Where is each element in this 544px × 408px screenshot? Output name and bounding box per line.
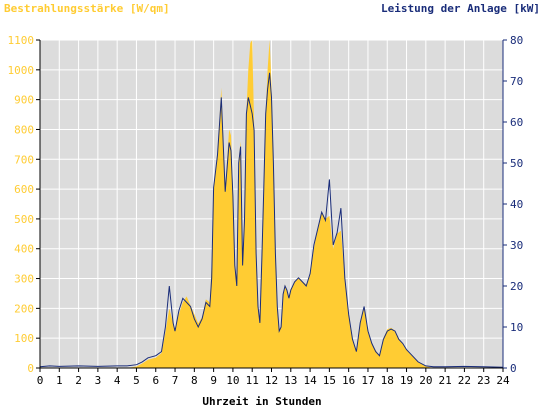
- left-tick-label: 1000: [8, 64, 35, 77]
- x-tick-label: 2: [75, 374, 82, 387]
- x-tick-label: 3: [95, 374, 102, 387]
- right-tick-label: 50: [510, 157, 523, 170]
- x-tick-label: 10: [226, 374, 239, 387]
- right-tick-label: 40: [510, 198, 523, 211]
- irradiance-area: [40, 40, 503, 368]
- right-tick-label: 60: [510, 116, 523, 129]
- left-tick-label: 1100: [8, 34, 35, 47]
- left-tick-label: 300: [14, 273, 34, 286]
- left-tick-label: 900: [14, 94, 34, 107]
- x-tick-label: 20: [419, 374, 432, 387]
- power-line: [39, 72, 504, 368]
- x-tick-label: 15: [323, 374, 336, 387]
- left-tick-label: 0: [27, 362, 34, 375]
- x-tick-label: 22: [458, 374, 471, 387]
- x-tick-label: 0: [37, 374, 44, 387]
- left-axis-title: Bestrahlungsstärke [W/qm]: [4, 2, 170, 15]
- left-tick-label: 100: [14, 332, 34, 345]
- left-tick-label: 200: [14, 302, 34, 315]
- x-axis-ticks: 0 1 2 3 4 5 6 7 8 9 10 11 12 13 14 15 16 17 18 19 20 21 22 23 24: [37, 368, 510, 387]
- right-axis-ticks: 0 10 20 30 40 50 60 70 80: [503, 34, 523, 375]
- x-tick-label: 8: [191, 374, 198, 387]
- left-tick-label: 400: [14, 243, 34, 256]
- left-tick-label: 600: [14, 183, 34, 196]
- x-tick-label: 24: [496, 374, 510, 387]
- x-tick-label: 18: [381, 374, 394, 387]
- x-tick-label: 9: [210, 374, 217, 387]
- right-axis-title: Leistung der Anlage [kW]: [381, 2, 540, 15]
- right-tick-label: 80: [510, 34, 523, 47]
- right-tick-label: 70: [510, 75, 523, 88]
- x-tick-label: 17: [361, 374, 374, 387]
- x-tick-label: 12: [265, 374, 278, 387]
- x-tick-label: 11: [246, 374, 259, 387]
- left-tick-label: 500: [14, 213, 34, 226]
- x-tick-label: 6: [152, 374, 159, 387]
- x-tick-label: 1: [56, 374, 63, 387]
- right-tick-label: 0: [510, 362, 517, 375]
- x-tick-label: 23: [477, 374, 490, 387]
- x-tick-label: 7: [172, 374, 179, 387]
- right-tick-label: 20: [510, 280, 523, 293]
- x-tick-label: 13: [284, 374, 297, 387]
- x-tick-label: 16: [342, 374, 355, 387]
- x-tick-label: 19: [400, 374, 413, 387]
- x-tick-label: 21: [439, 374, 452, 387]
- x-tick-label: 14: [303, 374, 317, 387]
- left-tick-label: 700: [14, 153, 34, 166]
- x-tick-label: 4: [114, 374, 121, 387]
- x-axis-label: Uhrzeit in Stunden: [202, 395, 321, 408]
- x-tick-label: 5: [133, 374, 140, 387]
- left-tick-label: 800: [14, 123, 34, 136]
- right-tick-label: 30: [510, 239, 523, 252]
- right-tick-label: 10: [510, 321, 523, 334]
- left-axis-ticks: 0 100 200 300 400 500 600 700 800 900 1000 1100: [8, 34, 40, 375]
